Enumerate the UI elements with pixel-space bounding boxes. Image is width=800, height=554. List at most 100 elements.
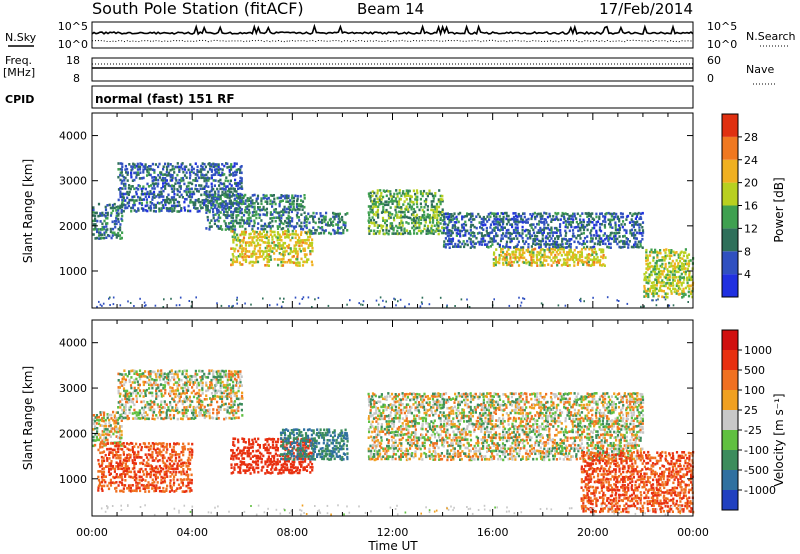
power-echo-cell [176, 193, 179, 196]
power-echo-cell [371, 211, 375, 214]
velocity-echo-cell [133, 372, 136, 375]
velocity-echo-cell [230, 386, 233, 390]
freq-label: Freq. [5, 54, 32, 67]
power-echo-cell [261, 208, 264, 212]
power-echo-cell [268, 255, 271, 258]
power-echo-cell [527, 243, 530, 246]
power-echo-cell [249, 236, 252, 239]
power-echo-cell [237, 214, 240, 217]
velocity-echo-cell [155, 484, 158, 487]
power-echo-cell [273, 258, 276, 261]
power-echo-cell [281, 194, 285, 198]
power-echo-cell [278, 200, 282, 203]
power-echo-cell [478, 215, 481, 219]
power-echo-cell [133, 187, 136, 191]
velocity-echo-cell [185, 369, 188, 373]
power-echo-cell [591, 258, 594, 262]
power-echo-cell [515, 234, 518, 238]
power-echo-cell [230, 190, 233, 194]
power-echo-cell [246, 199, 249, 203]
power-echo-cell [518, 220, 521, 224]
velocity-echo-cell [121, 384, 124, 387]
power-echo-cell [147, 185, 151, 188]
power-echo-cell [241, 218, 244, 222]
power-echo-cell [678, 259, 682, 263]
velocity-echo-cell [232, 380, 235, 384]
power-echo-cell [237, 197, 240, 200]
power-echo-cell [305, 260, 309, 264]
power-echo-cell [532, 237, 535, 241]
power-echo-cell [450, 229, 453, 233]
velocity-echo-cell [187, 375, 190, 379]
power-echo-cell [492, 237, 496, 241]
power-echo-cell [637, 240, 640, 244]
velocity-echo-cell [146, 464, 149, 468]
power-echo-cell [139, 171, 142, 174]
power-echo-cell [673, 265, 676, 268]
power-echo-cell [269, 202, 272, 206]
velocity-echo-cell [203, 398, 206, 401]
velocity-echo-cell [122, 375, 125, 379]
power-echo-cell [561, 237, 564, 241]
velocity-echo-cell [177, 483, 181, 487]
power-echo-cell [643, 287, 646, 290]
velocity-echo-cell [108, 473, 111, 476]
velocity-echo-cell [149, 473, 152, 477]
power-echo-cell [106, 213, 109, 217]
power-echo-cell [659, 272, 662, 276]
velocity-echo-cell [142, 374, 145, 378]
power-echo-cell [667, 270, 670, 273]
power-echo-cell [171, 184, 174, 187]
power-echo-cell [105, 225, 108, 228]
power-echo-cell [493, 214, 496, 218]
power-echo-cell [266, 197, 269, 201]
velocity-echo-cell [205, 376, 208, 379]
power-echo-cell [462, 215, 465, 219]
power-echo-cell [644, 278, 647, 281]
power-echo-cell [291, 250, 294, 254]
velocity-echo-cell [199, 408, 202, 412]
power-echo-cell [131, 198, 134, 202]
power-echo-cell [246, 211, 249, 214]
power-echo-cell [256, 197, 259, 200]
velocity-echo-cell [194, 369, 197, 373]
power-echo-cell [661, 279, 664, 282]
velocity-echo-cell [147, 448, 151, 452]
power-echo-cell [457, 232, 460, 236]
power-echo-cell [400, 228, 403, 232]
power-echo-cell [94, 217, 97, 221]
power-echo-cell [437, 200, 440, 203]
velocity-echo-cell [115, 456, 118, 460]
power-echo-cell [397, 300, 399, 303]
power-echo-cell [548, 212, 551, 216]
power-echo-cell [403, 229, 406, 233]
power-echo-cell [368, 213, 371, 217]
power-echo-cell [652, 289, 655, 293]
power-echo-cell [434, 194, 437, 198]
power-echo-cell [303, 194, 306, 197]
velocity-echo-cell [152, 469, 155, 473]
power-echo-cell [455, 218, 459, 221]
power-echo-cell [282, 230, 285, 234]
velocity-echo-cell [153, 378, 156, 382]
velocity-echo-cell [106, 416, 109, 420]
power-echo-cell [305, 215, 308, 218]
power-echo-cell [262, 205, 265, 209]
power-echo-cell [305, 224, 308, 227]
velocity-echo-cell [147, 458, 150, 462]
power-echo-cell [205, 192, 208, 195]
velocity-echo-cell [121, 478, 124, 481]
power-echo-cell [206, 199, 209, 202]
power-echo-cell [414, 219, 417, 223]
power-echo-cell [579, 297, 582, 300]
velocity-echo-cell [119, 436, 122, 440]
velocity-echo-cell [99, 418, 102, 422]
power-echo-cell [382, 208, 385, 212]
velocity-echo-cell [138, 383, 141, 387]
power-echo-cell [385, 200, 388, 203]
velocity-echo-cell [109, 484, 113, 487]
power-echo-cell [374, 200, 378, 204]
power-echo-cell [210, 202, 213, 206]
power-echo-cell [532, 223, 535, 226]
power-echo-cell [148, 165, 151, 168]
